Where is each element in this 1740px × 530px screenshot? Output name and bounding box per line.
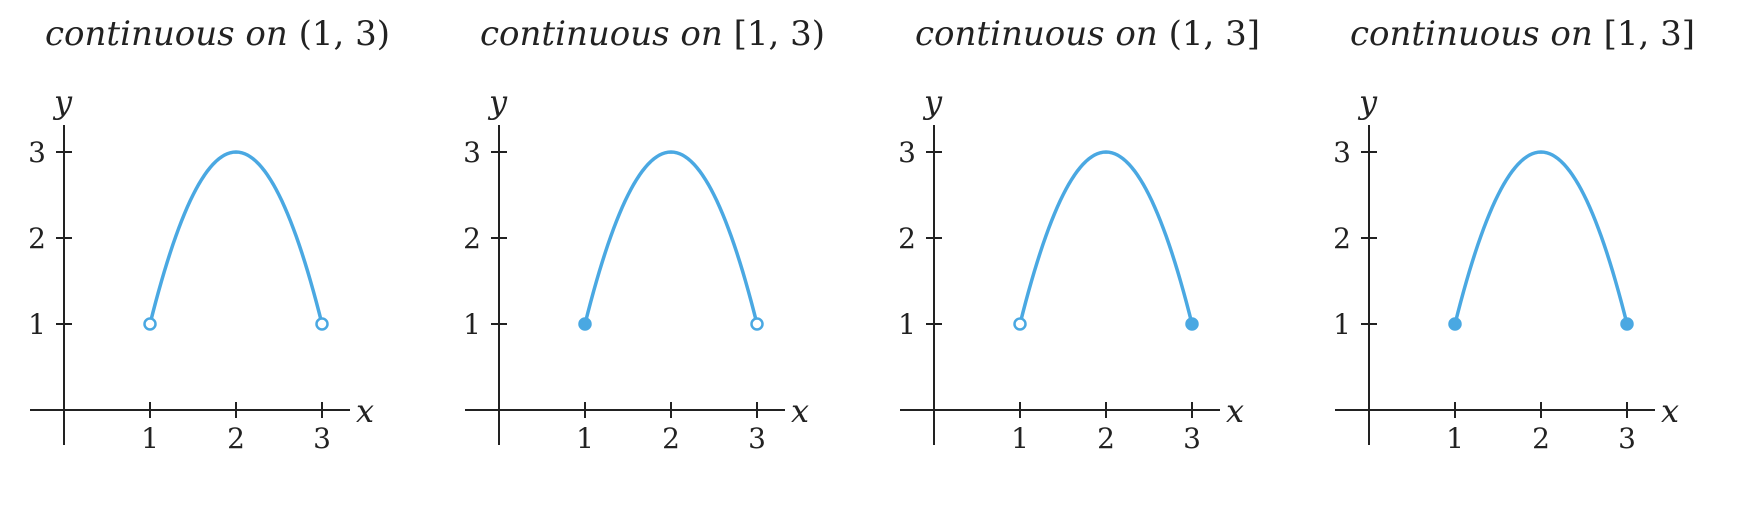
- y-tick-label: 3: [898, 136, 916, 169]
- y-tick-label: 3: [463, 136, 481, 169]
- y-tick-label: 2: [28, 222, 46, 255]
- x-tick-label: 3: [748, 422, 766, 455]
- y-axis-label: y: [487, 83, 508, 121]
- y-tick-label: 1: [28, 308, 46, 341]
- chart-title-interval: (1, 3]: [1168, 14, 1260, 54]
- x-axis-label: x: [1226, 392, 1244, 430]
- open-endpoint: [1013, 317, 1027, 331]
- chart-title: continuous on (1, 3]: [870, 14, 1305, 54]
- chart-title: continuous on [1, 3]: [1305, 14, 1740, 54]
- chart-svg: x y 1 2 3 1 2 3: [463, 83, 809, 455]
- closed-endpoint: [1448, 317, 1462, 331]
- chart-panel: continuous on [1, 3] x y 1 2 3 1 2 3: [1305, 0, 1740, 530]
- y-tick-label: 1: [1333, 308, 1351, 341]
- y-tick-label: 3: [1333, 136, 1351, 169]
- chart-title-interval: [1, 3]: [1603, 14, 1695, 54]
- y-tick-label: 1: [898, 308, 916, 341]
- y-tick-label: 2: [898, 222, 916, 255]
- x-tick-label: 1: [576, 422, 594, 455]
- closed-endpoint: [1620, 317, 1634, 331]
- y-tick-label: 1: [463, 308, 481, 341]
- chart-svg: x y 1 2 3 1 2 3: [1333, 83, 1679, 455]
- chart-svg: x y 1 2 3 1 2 3: [898, 83, 1244, 455]
- chart-title-text: continuous on: [915, 14, 1158, 54]
- closed-endpoint: [578, 317, 592, 331]
- x-tick-label: 2: [1532, 422, 1550, 455]
- x-tick-label: 1: [1446, 422, 1464, 455]
- x-tick-label: 1: [1011, 422, 1029, 455]
- open-endpoint: [750, 317, 764, 331]
- y-tick-label: 2: [1333, 222, 1351, 255]
- chart-title-text: continuous on: [45, 14, 288, 54]
- function-curve: [1453, 150, 1629, 325]
- y-axis-label: y: [1357, 83, 1378, 121]
- y-tick-label: 2: [463, 222, 481, 255]
- x-tick-label: 2: [662, 422, 680, 455]
- x-tick-label: 2: [227, 422, 245, 455]
- chart-panel: continuous on [1, 3) x y 1 2 3 1 2 3: [435, 0, 870, 530]
- x-tick-label: 3: [1183, 422, 1201, 455]
- x-tick-label: 3: [1618, 422, 1636, 455]
- chart-title: continuous on [1, 3): [435, 14, 870, 54]
- x-axis-label: x: [791, 392, 809, 430]
- chart-title-interval: [1, 3): [733, 14, 825, 54]
- y-axis-label: y: [52, 83, 73, 121]
- chart-title-text: continuous on: [480, 14, 723, 54]
- chart-title: continuous on (1, 3): [0, 14, 435, 54]
- x-tick-label: 3: [313, 422, 331, 455]
- function-curve: [583, 150, 759, 325]
- y-axis-label: y: [922, 83, 943, 121]
- chart-panel: continuous on (1, 3) x y 1 2 3 1 2 3: [0, 0, 435, 530]
- chart-panel: continuous on (1, 3] x y 1 2 3 1 2 3: [870, 0, 1305, 530]
- chart-title-interval: (1, 3): [298, 14, 390, 54]
- x-tick-label: 2: [1097, 422, 1115, 455]
- x-tick-label: 1: [141, 422, 159, 455]
- y-tick-label: 3: [28, 136, 46, 169]
- chart-title-text: continuous on: [1350, 14, 1593, 54]
- chart-svg: x y 1 2 3 1 2 3: [28, 83, 374, 455]
- x-axis-label: x: [356, 392, 374, 430]
- closed-endpoint: [1185, 317, 1199, 331]
- x-axis-label: x: [1661, 392, 1679, 430]
- function-curve: [148, 150, 324, 325]
- open-endpoint: [315, 317, 329, 331]
- open-endpoint: [143, 317, 157, 331]
- function-curve: [1018, 150, 1194, 325]
